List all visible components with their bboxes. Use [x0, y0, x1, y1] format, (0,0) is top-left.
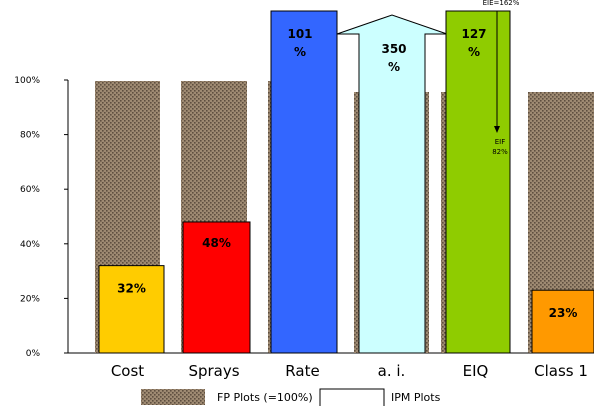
fp-bars: [95, 81, 594, 353]
y-tick-label: 40%: [20, 240, 40, 250]
legend-label-ipm: IPM Plots: [391, 391, 441, 404]
ipm-bar: [270, 10, 338, 354]
ipm-bars: [98, 10, 594, 354]
eiq-annotation-bottom: 82%: [492, 148, 508, 156]
y-tick-label: 100%: [14, 76, 40, 86]
ipm-value-label: %: [294, 45, 306, 59]
y-tick-label: 0%: [26, 349, 41, 359]
ipm-bar: [531, 289, 594, 354]
y-axis-ticks: 0% 20% 40% 60% 80% 100%: [14, 76, 68, 359]
y-tick-label: 60%: [20, 185, 40, 195]
annotations: EIE=162% EIF 82%: [483, 0, 520, 156]
ipm-value-label: 32%: [117, 282, 146, 296]
legend-swatch-ipm: [319, 388, 385, 406]
x-tick-label: EIQ: [463, 362, 489, 380]
legend-label-fp: FP Plots (=100%): [217, 391, 313, 404]
ipm-value-label: 127: [461, 27, 486, 41]
eiq-annotation-top: EIE=162%: [483, 0, 520, 7]
eiq-annotation-bottom: EIF: [495, 138, 506, 146]
value-labels: 32% 48% 101% 350% 127% 23%: [117, 27, 577, 320]
eiq-annotation-arrowhead: [494, 126, 500, 133]
ipm-value-label: %: [468, 45, 480, 59]
x-tick-label: Rate: [285, 362, 319, 380]
ipm-bar: [445, 10, 511, 354]
ipm-bar: [182, 221, 251, 354]
y-tick-label: 20%: [20, 294, 40, 304]
legend-swatch-fp: [141, 389, 205, 405]
x-tick-label: Class 1: [534, 362, 588, 380]
ipm-value-label: 23%: [549, 306, 578, 320]
ipm-value-label: 101: [287, 27, 312, 41]
legend: FP Plots (=100%) IPM Plots: [141, 388, 441, 406]
x-tick-label: a. i.: [378, 362, 406, 380]
x-tick-label: Cost: [111, 362, 144, 380]
y-tick-label: 80%: [20, 131, 40, 141]
ipm-bar: [98, 265, 165, 354]
ipm-value-label: 48%: [202, 236, 231, 250]
x-tick-label: Sprays: [188, 362, 239, 380]
ipm-value-label: 350: [381, 42, 406, 56]
x-axis-labels: Cost Sprays Rate a. i. EIQ Class 1: [111, 362, 588, 380]
ipm-value-label: %: [388, 60, 400, 74]
ipm-arrow: [336, 14, 448, 354]
